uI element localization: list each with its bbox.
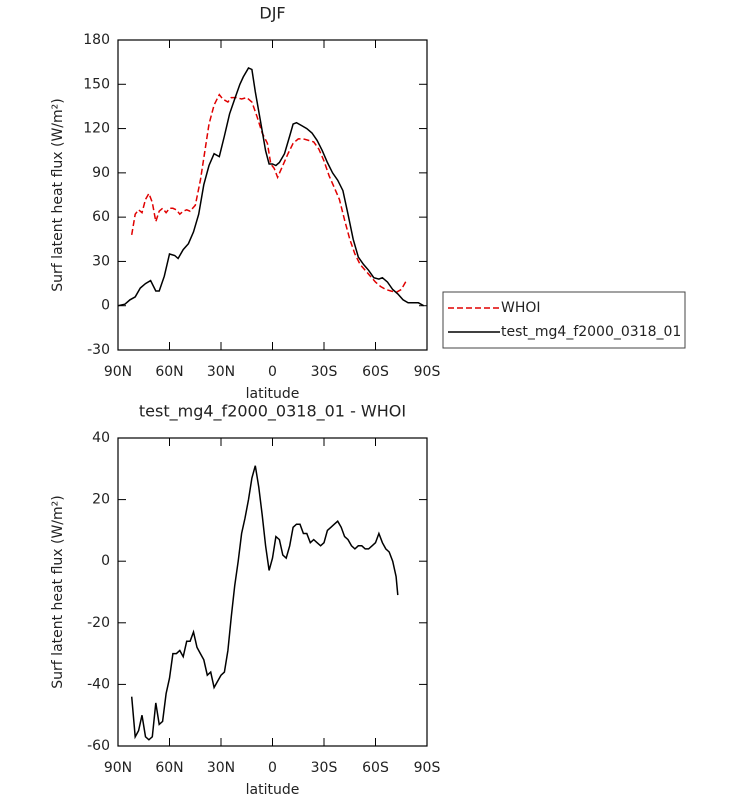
series-line xyxy=(130,93,408,294)
y-tick-label: 20 xyxy=(92,492,110,508)
x-tick-label: 60S xyxy=(362,364,389,380)
x-tick-label: 30S xyxy=(311,364,338,380)
x-tick-label: 90S xyxy=(414,760,441,776)
x-tick-label: 90N xyxy=(104,364,132,380)
y-tick-label: 90 xyxy=(92,165,110,181)
x-tick-label: 60N xyxy=(155,760,183,776)
x-tick-label: 30N xyxy=(207,760,235,776)
x-tick-label: 30N xyxy=(207,364,235,380)
series-line xyxy=(117,67,424,307)
x-tick-label: 0 xyxy=(268,364,277,380)
x-tick-label: 90N xyxy=(104,760,132,776)
plot-frame xyxy=(117,39,428,351)
y-tick-label: 0 xyxy=(101,553,110,569)
y-tick-label: 60 xyxy=(92,209,110,225)
x-axis-label: latitude xyxy=(246,782,300,798)
x-tick-label: 90S xyxy=(414,364,441,380)
y-tick-label: 150 xyxy=(83,76,110,92)
y-tick-label: -40 xyxy=(87,676,110,692)
x-tick-label: 60S xyxy=(362,760,389,776)
legend-box xyxy=(442,291,686,349)
y-tick-label: -60 xyxy=(87,738,110,754)
legend-label: WHOI xyxy=(501,300,541,316)
x-axis-label: latitude xyxy=(246,386,300,402)
chart-title: test_mg4_f2000_0318_01 - WHOI xyxy=(139,402,406,422)
y-tick-label: 120 xyxy=(83,121,110,137)
y-tick-label: 40 xyxy=(92,430,110,446)
legend-label: test_mg4_f2000_0318_01 xyxy=(501,324,681,340)
y-tick-label: 0 xyxy=(101,298,110,314)
plot-frame xyxy=(117,437,428,747)
x-tick-label: 0 xyxy=(268,760,277,776)
y-axis-label: Surf latent heat flux (W/m²) xyxy=(50,98,66,291)
y-tick-label: 180 xyxy=(83,32,110,48)
y-tick-label: -30 xyxy=(87,342,110,358)
y-axis-label: Surf latent heat flux (W/m²) xyxy=(50,495,66,688)
chart-title: DJF xyxy=(259,4,285,23)
y-tick-label: -20 xyxy=(87,615,110,631)
x-tick-label: 30S xyxy=(311,760,338,776)
series-line xyxy=(130,465,399,741)
x-tick-label: 60N xyxy=(155,364,183,380)
y-tick-label: 30 xyxy=(92,253,110,269)
